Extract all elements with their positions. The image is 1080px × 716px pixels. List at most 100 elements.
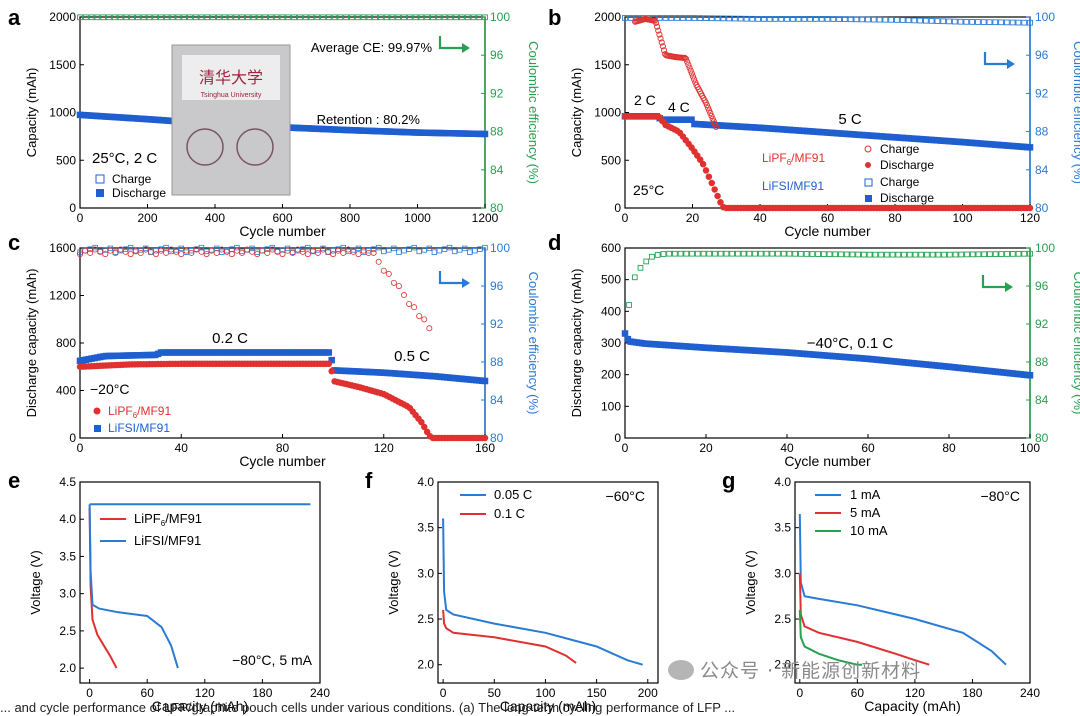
panel-a-y2tick-label: 84 [490, 163, 504, 177]
panel-a-point [175, 14, 182, 21]
panel-g-ytick-label: 3.5 [774, 521, 791, 535]
panel-f-xtick-label: 200 [638, 686, 658, 700]
panel-a-ytick-label: 0 [69, 201, 76, 215]
panel-g-xtick-label: 180 [962, 686, 982, 700]
panel-c-point-ce-lipf6 [406, 300, 413, 307]
panel-d-point [843, 251, 850, 258]
panel-a-legend-discharge-marker [96, 189, 104, 197]
panel-c-point-ce-lipf6 [259, 247, 266, 254]
panel-b-point [807, 16, 813, 22]
panel-c-xtick-label: 0 [77, 441, 84, 455]
panel-a-condition: 25°C, 2 C [92, 150, 157, 167]
panel-a-legend-charge-marker [95, 174, 105, 184]
panel-c-point-ce-lipf6 [390, 279, 397, 286]
panel-g-series-1-ma [798, 513, 1007, 666]
panel-a-point [482, 14, 488, 21]
panel-d-point [1004, 251, 1010, 257]
panel-a-series-coulombic-efficiency [77, 14, 488, 21]
panel-a-point [111, 14, 118, 21]
panel-c-point-ce-lipf6 [421, 316, 428, 323]
panel-d-point [878, 251, 884, 258]
panel-d-point [752, 250, 758, 257]
panel-b-legend-lifsi-charge: Charge [880, 175, 920, 189]
panel-b-series-lifsi-mf91-ce [622, 15, 1033, 26]
panel-b-point [1009, 19, 1016, 26]
panel-a-xtick-label: 200 [137, 211, 157, 225]
panel-d-point [780, 250, 787, 257]
panel-g-series-10-ma [798, 609, 863, 666]
panel-a-point [273, 14, 280, 21]
panel-d-xtick-label: 40 [780, 441, 794, 455]
panel-b-point [737, 15, 744, 22]
panel-b-point [766, 16, 773, 22]
panel-c-point-ce-lipf6 [380, 267, 387, 274]
panel-g-legend-2: 10 mA [850, 523, 888, 538]
panel-b-y2tick-label: 84 [1035, 163, 1049, 177]
panel-b-point [928, 18, 935, 24]
panel-c-letter: c [8, 230, 20, 255]
panel-f-legend-01c: 0.1 C [494, 506, 525, 521]
panel-d-point [987, 251, 993, 258]
panel-b-legend-lifsi-discharge: Discharge [880, 191, 934, 205]
panel-a-y2tick-label: 80 [490, 201, 504, 215]
panel-d-ytick-label: 200 [601, 368, 621, 382]
panel-b-point [957, 18, 964, 25]
panel-a-point [88, 14, 95, 21]
panel-b-point [911, 17, 918, 24]
panel-a-point [163, 14, 170, 21]
panel-a-point [279, 14, 286, 21]
panel-b-point [1026, 144, 1034, 151]
panel-b-point [865, 16, 871, 23]
panel-a-point [181, 14, 187, 21]
panel-c-legend-lipf6-marker [93, 407, 101, 415]
panel-b-ytick-label: 1500 [594, 58, 621, 72]
panel-b-point [917, 17, 923, 24]
panel-c-point-ce-lifsi [284, 245, 291, 252]
panel-b-point [658, 39, 665, 46]
panel-d-point [1027, 250, 1033, 257]
panel-f-frame [437, 481, 659, 684]
panel-a-legend-discharge: Discharge [112, 186, 166, 200]
panel-b-xtick-label: 100 [952, 211, 972, 225]
panel-d-point [889, 251, 896, 258]
panel-c-point-ce-lifsi [198, 244, 205, 251]
panel-d-point [1021, 250, 1028, 257]
panel-a-point [360, 14, 367, 21]
panel-d-point [815, 251, 821, 257]
panel-c-point-ce-lifsi [340, 244, 346, 251]
panel-c-point-ce-lifsi [426, 245, 433, 252]
panel-b-point [761, 16, 767, 22]
panel-g-xtick-label: 0 [796, 686, 803, 700]
panel-b-point [685, 15, 692, 21]
panel-a-point [268, 14, 274, 21]
panel-c-series-lipf6-mf91 [76, 360, 489, 442]
panel-e-series-lifsi-mf91 [88, 504, 179, 669]
panel-a-point [100, 14, 106, 21]
panel-b-point [882, 16, 889, 23]
panel-a-point [244, 14, 251, 21]
panel-a-ylabel: Capacity (mAh) [24, 68, 39, 158]
panel-b-series-lifsi-mf91-discharge [621, 113, 1034, 151]
panel-b-point [899, 17, 906, 23]
panel-b-point [778, 16, 785, 22]
panel-c-point-ce-lipf6 [314, 249, 321, 256]
panel-d-point [677, 250, 684, 257]
panel-c-point-ce-lifsi [391, 245, 397, 252]
panel-c-y2tick-label: 92 [490, 317, 504, 331]
panel-b-rate3: 5 C [838, 111, 862, 128]
panel-c-point-ce-lifsi [411, 244, 417, 251]
panel-a-point [366, 14, 373, 21]
panel-d-point [883, 251, 890, 258]
panel-d-y2tick-label: 88 [1035, 355, 1049, 369]
panel-b-point [824, 16, 831, 22]
panel-b-ytick-label: 0 [614, 201, 621, 215]
panel-a-point [216, 14, 222, 21]
panel-c-ce-arrow-head [462, 278, 470, 288]
panel-d-point [740, 250, 747, 257]
panel-c-point-ce-lipf6 [238, 249, 245, 256]
panel-e-legend-lifsi: LiFSI/MF91 [134, 533, 201, 548]
panel-c-point-ce-lipf6 [426, 325, 433, 332]
panel-c-point-ce-lipf6 [157, 247, 164, 254]
panel-f-ytick-label: 4.0 [417, 475, 434, 489]
panel-c-point-ce-lifsi [375, 244, 382, 251]
